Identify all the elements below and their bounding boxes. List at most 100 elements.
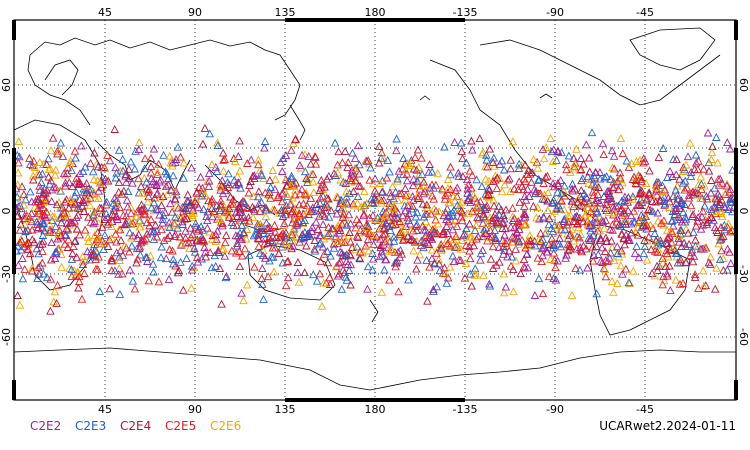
observation-marker [41, 188, 50, 197]
observation-marker [234, 152, 243, 160]
observation-marker [139, 235, 149, 244]
observation-marker [142, 177, 151, 186]
lat-label-left: 60 [0, 78, 13, 92]
observation-marker [75, 204, 84, 213]
observation-marker [230, 157, 240, 166]
observation-marker [437, 246, 446, 255]
observation-marker [130, 164, 140, 173]
observation-marker [403, 231, 413, 240]
observation-marker [457, 146, 466, 155]
observation-marker [182, 214, 192, 222]
observation-marker [283, 273, 293, 282]
observation-marker [497, 156, 507, 165]
observation-marker [700, 201, 709, 210]
observation-marker [115, 252, 124, 261]
observation-marker [465, 219, 474, 228]
observation-marker [725, 144, 735, 153]
observation-marker [309, 188, 319, 197]
observation-marker [245, 180, 254, 189]
observation-marker [144, 276, 154, 285]
observation-marker [155, 193, 165, 202]
observation-marker [38, 236, 48, 245]
observation-marker [33, 197, 43, 206]
observation-marker [631, 179, 641, 187]
observation-marker [44, 164, 54, 173]
observation-marker [25, 160, 35, 169]
observation-marker [560, 191, 570, 200]
observation-marker [540, 190, 549, 199]
observation-marker [333, 160, 342, 169]
observation-marker [42, 273, 52, 282]
observation-marker [545, 214, 554, 223]
observation-marker [539, 154, 549, 163]
observation-marker [401, 165, 411, 174]
observation-marker [163, 190, 172, 199]
observation-marker [199, 204, 208, 213]
observation-marker [441, 208, 450, 217]
observation-marker [377, 287, 387, 296]
observation-marker [443, 239, 452, 248]
observation-marker [122, 211, 131, 220]
observation-marker [67, 265, 76, 274]
observation-marker [476, 255, 485, 264]
observation-marker [260, 143, 269, 152]
observation-marker [602, 172, 611, 181]
observation-marker [154, 159, 163, 168]
observation-marker [499, 242, 508, 251]
observation-marker [359, 211, 369, 220]
observation-marker [163, 233, 172, 242]
observation-marker [607, 276, 617, 285]
observation-marker [109, 205, 119, 214]
observation-marker [470, 264, 480, 273]
observation-marker [326, 206, 336, 215]
observation-marker [354, 169, 364, 178]
observation-marker [583, 263, 592, 272]
observation-marker [680, 185, 689, 194]
observation-marker [479, 229, 488, 238]
observation-marker [349, 187, 358, 196]
observation-marker [635, 217, 645, 225]
observation-marker [717, 246, 726, 255]
observation-marker [154, 277, 164, 286]
observation-marker [399, 154, 408, 163]
observation-marker [222, 272, 231, 280]
observation-marker [673, 194, 682, 203]
observation-marker [672, 248, 682, 257]
observation-marker [652, 240, 662, 248]
observation-marker [364, 229, 374, 238]
observation-marker [553, 221, 562, 230]
observation-marker [141, 234, 151, 243]
observation-marker [366, 163, 375, 172]
observation-marker [596, 256, 606, 265]
observation-marker [609, 183, 618, 192]
observation-marker [338, 212, 348, 221]
observation-marker [681, 224, 691, 233]
observation-marker [30, 163, 40, 171]
observation-marker [594, 183, 603, 191]
observation-marker [569, 164, 579, 173]
observation-marker [688, 187, 698, 196]
observation-marker [95, 287, 105, 295]
observation-marker [319, 234, 329, 243]
observation-marker [408, 201, 417, 210]
observation-marker [440, 142, 449, 151]
observation-marker [700, 181, 709, 190]
observation-marker [111, 200, 121, 209]
observation-marker [569, 216, 578, 225]
observation-marker [620, 240, 629, 249]
observation-marker [69, 266, 79, 275]
observation-marker [178, 202, 187, 211]
observation-marker [404, 275, 413, 284]
observation-marker [572, 232, 582, 241]
observation-marker [616, 261, 626, 270]
lon-label-top: -45 [636, 6, 654, 19]
observation-marker [360, 200, 370, 209]
observation-marker [115, 289, 125, 298]
observation-marker [128, 231, 138, 240]
observation-marker [632, 241, 641, 250]
observation-marker [454, 168, 463, 177]
observation-marker [75, 169, 85, 178]
observation-marker [519, 185, 528, 194]
observation-marker [543, 196, 553, 205]
observation-marker [350, 164, 360, 173]
